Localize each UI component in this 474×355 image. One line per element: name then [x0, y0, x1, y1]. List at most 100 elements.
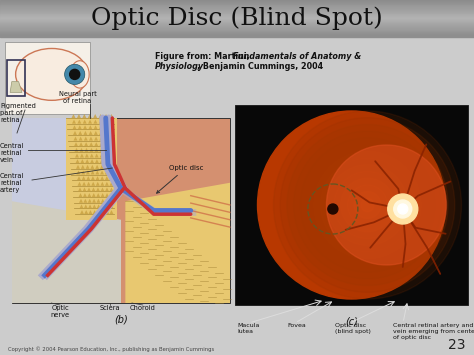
Bar	[0, 0, 474, 1]
Circle shape	[334, 171, 401, 239]
Bar	[0, 9, 474, 10]
Polygon shape	[92, 210, 97, 214]
Polygon shape	[87, 182, 91, 186]
Polygon shape	[88, 204, 92, 208]
Polygon shape	[77, 176, 81, 180]
Polygon shape	[95, 170, 100, 175]
Polygon shape	[84, 137, 88, 141]
Circle shape	[327, 165, 408, 245]
Polygon shape	[87, 193, 91, 197]
Circle shape	[287, 125, 448, 285]
Polygon shape	[78, 187, 82, 191]
Polygon shape	[96, 187, 100, 191]
Polygon shape	[104, 114, 108, 118]
Polygon shape	[83, 125, 87, 129]
Bar	[0, 30, 474, 31]
Polygon shape	[109, 114, 113, 118]
Text: , Benjamin Cummings, 2004: , Benjamin Cummings, 2004	[197, 62, 323, 71]
Polygon shape	[78, 182, 82, 186]
Text: Central retinal artery and
vein emerging from center
of optic disc: Central retinal artery and vein emerging…	[393, 323, 474, 340]
Text: Optic Disc (Blind Spot): Optic Disc (Blind Spot)	[91, 6, 383, 30]
Bar	[0, 34, 474, 36]
Bar	[0, 8, 474, 10]
Polygon shape	[109, 193, 113, 197]
Polygon shape	[83, 193, 87, 197]
Polygon shape	[81, 159, 84, 163]
Bar	[0, 25, 474, 27]
Bar	[0, 29, 474, 30]
Circle shape	[327, 145, 447, 265]
Polygon shape	[105, 159, 109, 163]
Polygon shape	[94, 137, 98, 141]
Polygon shape	[82, 187, 86, 191]
Circle shape	[64, 64, 85, 84]
Polygon shape	[109, 154, 113, 158]
Bar	[0, 22, 474, 24]
Polygon shape	[83, 131, 87, 135]
Polygon shape	[73, 131, 77, 135]
Text: (b): (b)	[114, 315, 128, 325]
Circle shape	[341, 178, 394, 232]
Polygon shape	[109, 204, 113, 208]
Polygon shape	[72, 120, 76, 124]
Polygon shape	[109, 137, 113, 141]
Bar	[0, 15, 474, 17]
Polygon shape	[104, 125, 108, 129]
Polygon shape	[96, 182, 100, 186]
Text: Copyright © 2004 Pearson Education, Inc., publishing as Benjamin Cummings: Copyright © 2004 Pearson Education, Inc.…	[8, 346, 214, 352]
Polygon shape	[105, 199, 109, 203]
Polygon shape	[76, 170, 81, 175]
Polygon shape	[86, 165, 90, 169]
Polygon shape	[109, 210, 113, 214]
Polygon shape	[104, 131, 108, 135]
Polygon shape	[100, 142, 103, 146]
Polygon shape	[100, 182, 104, 186]
Polygon shape	[79, 199, 83, 203]
Polygon shape	[105, 187, 109, 191]
Polygon shape	[104, 148, 109, 152]
Polygon shape	[95, 154, 99, 158]
Polygon shape	[94, 125, 98, 129]
Bar	[0, 10, 474, 11]
Text: Fovea: Fovea	[287, 323, 306, 328]
Polygon shape	[91, 165, 94, 169]
Polygon shape	[109, 199, 113, 203]
Bar	[235, 105, 468, 305]
Polygon shape	[99, 125, 103, 129]
Polygon shape	[86, 170, 90, 175]
Polygon shape	[84, 204, 88, 208]
Polygon shape	[105, 165, 109, 169]
Polygon shape	[90, 154, 94, 158]
Bar	[0, 5, 474, 7]
Circle shape	[328, 204, 338, 214]
Polygon shape	[82, 176, 86, 180]
Polygon shape	[81, 165, 85, 169]
Polygon shape	[75, 154, 79, 158]
Polygon shape	[104, 142, 109, 146]
Polygon shape	[109, 125, 113, 129]
Polygon shape	[85, 159, 89, 163]
Circle shape	[347, 185, 388, 225]
Polygon shape	[100, 148, 103, 152]
Circle shape	[314, 151, 421, 259]
Circle shape	[394, 200, 412, 218]
Text: Neural part
of retina: Neural part of retina	[58, 91, 96, 104]
Polygon shape	[76, 165, 80, 169]
Polygon shape	[77, 114, 81, 118]
Bar	[0, 23, 474, 25]
Polygon shape	[88, 114, 92, 118]
Polygon shape	[125, 183, 230, 303]
Polygon shape	[105, 204, 109, 208]
Polygon shape	[109, 187, 113, 191]
Circle shape	[361, 198, 374, 212]
Circle shape	[257, 111, 446, 299]
Bar	[0, 28, 474, 29]
Bar	[12, 118, 230, 303]
Polygon shape	[91, 182, 95, 186]
Polygon shape	[105, 170, 109, 175]
Bar	[0, 19, 474, 20]
Polygon shape	[78, 125, 82, 129]
Polygon shape	[12, 118, 117, 220]
Text: Choroid: Choroid	[130, 305, 156, 311]
Polygon shape	[109, 176, 113, 180]
